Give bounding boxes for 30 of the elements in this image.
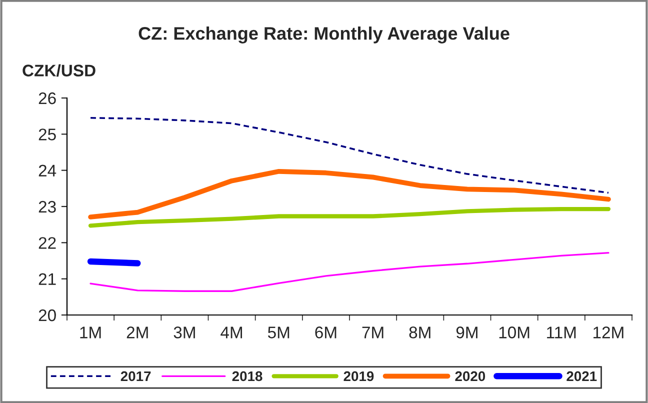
- y-tick-label: 21: [38, 273, 56, 285]
- y-axis-title: CZK/USD: [22, 64, 96, 77]
- x-tick-label: 5M: [268, 326, 290, 338]
- x-tick-label: 9M: [456, 326, 478, 338]
- legend-label: 2018: [232, 371, 262, 382]
- x-tick-label: 11M: [547, 326, 576, 338]
- x-tick-label: 4M: [220, 326, 242, 338]
- x-tick-label: 12M: [594, 326, 624, 338]
- x-tick-label: 7M: [362, 326, 384, 338]
- legend-label: 2017: [120, 371, 151, 382]
- x-tick-label: 2M: [126, 326, 148, 338]
- legend-label: 2019: [344, 371, 374, 382]
- line-series: [88, 168, 611, 220]
- x-tick-label: 3M: [174, 326, 195, 338]
- line-series: [90, 116, 610, 194]
- x-tick-label: 10M: [499, 326, 530, 338]
- y-tick-label: 24: [38, 164, 56, 176]
- y-tick-label: 26: [38, 92, 56, 104]
- line-series: [88, 206, 611, 228]
- y-tick-label: 23: [38, 200, 56, 213]
- chart-title: CZ: Exchange Rate: Monthly Average Value: [138, 26, 510, 44]
- y-tick-label: 25: [38, 128, 56, 140]
- x-tick-label: 1M: [80, 326, 101, 338]
- legend-label: 2020: [455, 371, 486, 382]
- y-tick-label: 22: [38, 237, 56, 249]
- y-tick-label: 20: [38, 309, 56, 322]
- legend-label: 2021: [566, 371, 597, 382]
- x-tick-label: 8M: [409, 326, 430, 338]
- line-series: [90, 252, 610, 292]
- x-tick-label: 6M: [315, 326, 336, 338]
